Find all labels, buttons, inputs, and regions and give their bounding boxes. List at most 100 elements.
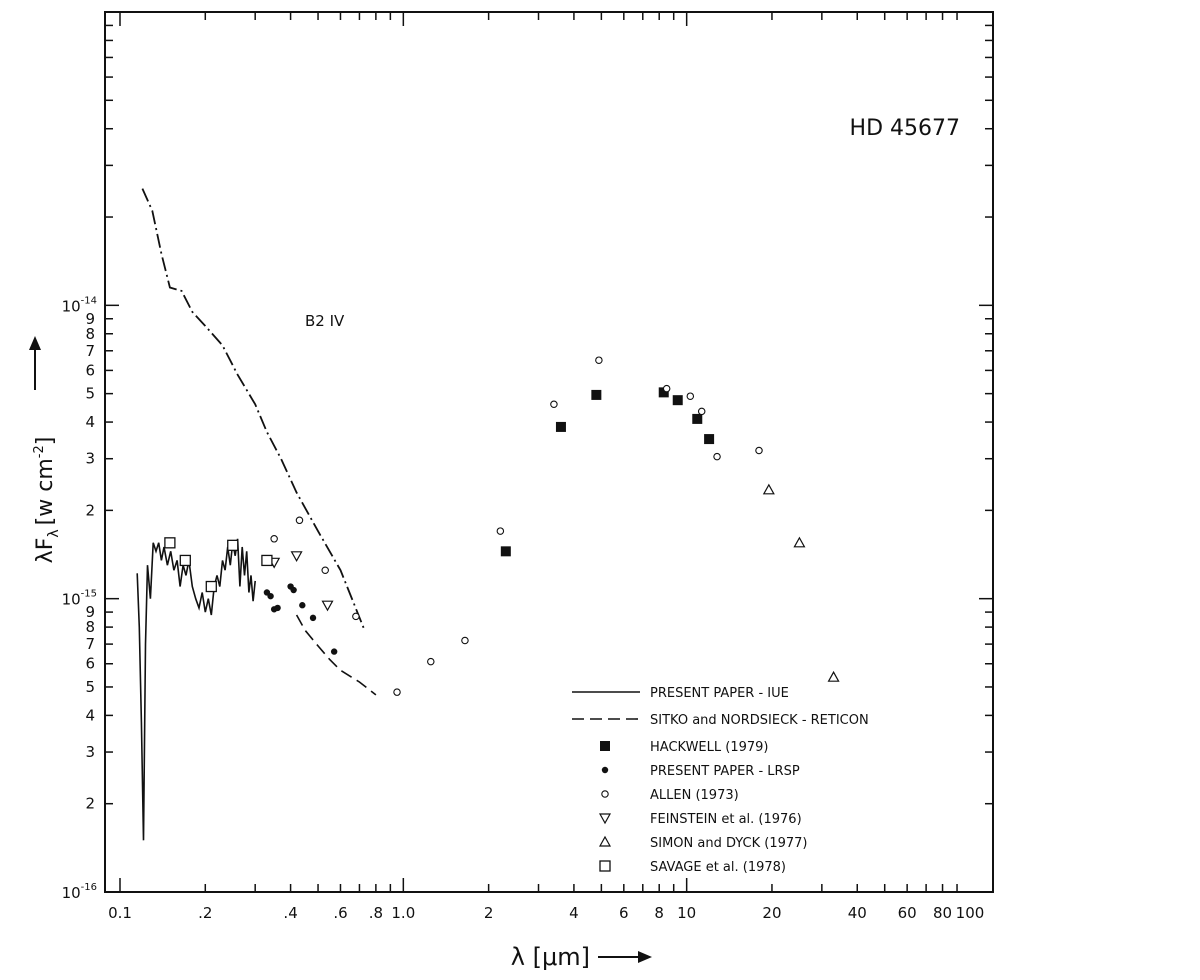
data-point-open-triangle-down — [321, 600, 334, 612]
x-tick-label: 10 — [677, 904, 696, 922]
y-decade-base: 10 — [62, 884, 81, 902]
y-decade-exp: -14 — [81, 295, 97, 306]
data-point-filled-square — [591, 389, 602, 400]
series-lines — [136, 538, 377, 841]
data-point-open-triangle-up — [762, 483, 775, 495]
x-tick-label: .8 — [369, 904, 383, 922]
y-tick-label: 4 — [85, 706, 95, 724]
data-point-open-circle — [755, 446, 763, 455]
data-point-open-triangle-down — [290, 551, 303, 563]
y-axis-units: [w cm — [33, 458, 58, 525]
data-point-filled-square — [658, 387, 669, 398]
y-tick-label: 8 — [85, 325, 95, 343]
data-point-filled-square — [500, 546, 511, 557]
series-line-0 — [136, 538, 256, 841]
spectral-type-label: B2 IV — [305, 312, 345, 330]
x-tick-label: 2 — [484, 904, 494, 922]
y-decade-base: 10 — [62, 591, 81, 609]
data-point-open-square — [227, 539, 239, 551]
data-point-filled-square — [704, 434, 715, 445]
legend-label: FEINSTEIN et al. (1976) — [650, 812, 802, 827]
x-tick-label: 6 — [619, 904, 629, 922]
model-curve-b2iv — [141, 188, 366, 631]
data-point-open-circle — [393, 688, 401, 696]
x-tick-label: .2 — [198, 904, 212, 922]
y-tick-label: 2 — [85, 795, 95, 813]
legend: PRESENT PAPER - IUE SITKO and NORDSIECK -… — [572, 686, 869, 875]
y-axis-symbol-sub: λ — [46, 529, 62, 537]
y-decade-exp: -15 — [81, 589, 97, 600]
legend-label: ALLEN (1973) — [650, 788, 739, 803]
data-point-open-square — [205, 580, 217, 593]
data-point-open-circle — [713, 452, 721, 461]
y-tick-label: 7 — [85, 635, 95, 653]
data-point-open-circle — [686, 392, 695, 400]
y-decade-base: 10 — [62, 297, 81, 315]
data-point-filled-square — [692, 413, 703, 424]
x-tick-label: 40 — [848, 904, 867, 922]
legend-label: SIMON and DYCK (1977) — [650, 836, 807, 851]
x-tick-label: 100 — [956, 904, 985, 922]
data-point-open-circle — [550, 400, 558, 409]
legend-swatch-marker — [601, 790, 609, 798]
data-point-open-circle — [352, 612, 360, 621]
y-tick-label: 7 — [85, 342, 95, 360]
data-point-filled-circle — [309, 614, 317, 622]
data-point-open-circle — [270, 535, 278, 543]
x-tick-label: 8 — [654, 904, 664, 922]
data-markers — [164, 356, 840, 696]
x-axis-arrowhead — [638, 951, 652, 963]
y-axis-title: λFλ [w cm-2] — [32, 437, 62, 564]
y-axis-arrow — [29, 336, 41, 390]
data-point-filled-circle — [299, 602, 306, 609]
data-point-open-square — [164, 537, 176, 549]
y-decade-label: 10-15 — [62, 589, 97, 609]
data-point-filled-square — [555, 421, 566, 432]
x-tick-label: 1.0 — [391, 904, 415, 922]
x-tick-label: 20 — [762, 904, 781, 922]
plot-frame — [104, 11, 994, 893]
chart-title: HD 45677 — [850, 116, 960, 141]
data-point-filled-circle — [330, 648, 338, 655]
legend-label: SITKO and NORDSIECK - RETICON — [650, 713, 869, 728]
y-axis-symbol: λF — [33, 538, 58, 564]
legend-swatch-marker — [598, 813, 612, 825]
data-point-open-circle — [662, 384, 671, 393]
y-axis-units-close: ] — [33, 437, 58, 446]
axis-ticks — [105, 12, 993, 893]
y-axis-arrowhead — [29, 336, 41, 350]
legend-label: PRESENT PAPER - IUE — [650, 686, 789, 701]
y-tick-label: 9 — [85, 603, 95, 621]
model-curve-group — [141, 188, 366, 631]
x-tick-label: 80 — [933, 904, 952, 922]
x-tick-label: 4 — [569, 904, 579, 922]
y-tick-label: 9 — [85, 310, 95, 328]
y-decade-label: 10-14 — [62, 295, 97, 315]
x-tick-label: 60 — [898, 904, 917, 922]
legend-swatch-marker — [598, 835, 612, 847]
legend-label: SAVAGE et al. (1978) — [650, 860, 786, 875]
data-point-open-circle — [427, 657, 435, 666]
legend-swatch-marker — [599, 860, 611, 872]
data-point-open-circle — [496, 527, 505, 535]
x-axis-title: λ [μm] — [511, 943, 590, 971]
y-axis-label: λFλ [w cm-2] — [32, 437, 62, 564]
x-tick-label: 0.1 — [108, 904, 132, 922]
y-tick-label: 5 — [85, 385, 95, 403]
data-point-open-circle — [321, 566, 329, 574]
data-point-filled-circle — [274, 604, 281, 612]
y-axis-units-exp: -2 — [32, 445, 47, 458]
data-point-filled-square — [672, 395, 683, 406]
y-tick-label: 3 — [85, 450, 95, 468]
y-tick-label: 6 — [85, 361, 95, 379]
x-axis-label: λ [μm] — [511, 943, 652, 971]
y-decade-label: 10-16 — [62, 882, 97, 902]
data-point-open-circle — [295, 516, 304, 525]
x-tick-label: .4 — [283, 904, 297, 922]
data-point-open-circle — [595, 356, 603, 364]
y-tick-label: 2 — [85, 501, 95, 519]
data-point-open-square — [179, 554, 191, 567]
y-tick-label: 5 — [85, 678, 95, 696]
y-tick-label: 4 — [85, 413, 95, 431]
data-point-filled-circle — [267, 592, 274, 600]
